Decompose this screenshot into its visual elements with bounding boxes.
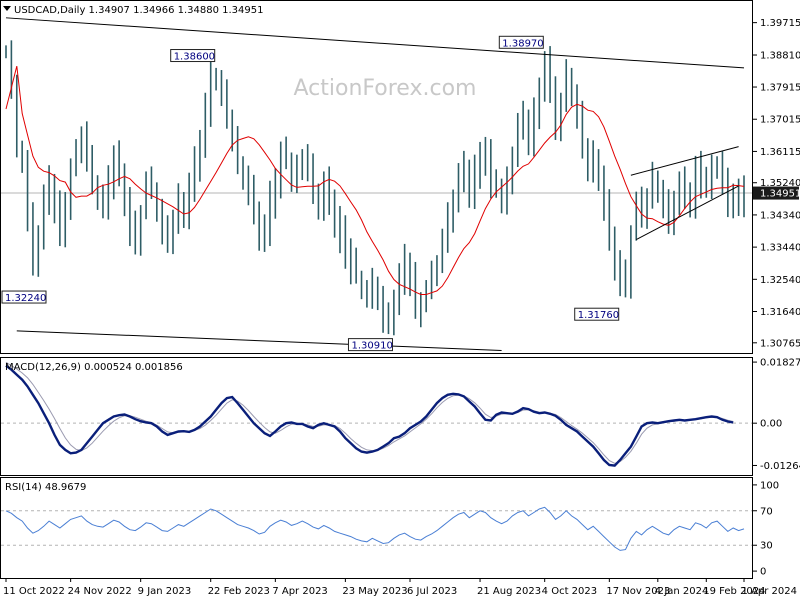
x-tick-label: 4 Jan 2024	[655, 586, 709, 597]
rsi-panel: 100 70 30 0 RSI(14) 48.9679	[1, 478, 780, 579]
price-tick-label: 1.36115	[760, 147, 800, 158]
rsi-tick-label: 0	[760, 567, 766, 578]
price-tick-label: 1.39715	[760, 18, 800, 29]
price-tick-label: 1.37915	[760, 83, 800, 94]
price-annotation-label: 1.30910	[351, 341, 392, 352]
watermark: ActionForex.com	[294, 76, 477, 101]
rsi-tick-label: 30	[760, 541, 773, 552]
macd-panel: 0.018277 0.00 -0.012648 MACD(12,26,9) 0.00…	[1, 358, 800, 476]
price-tick-label: 1.33440	[760, 243, 800, 254]
price-tick-label: 1.30765	[760, 338, 800, 349]
rsi-tick-label: 100	[760, 480, 779, 491]
price-annotation-label: 1.38600	[174, 52, 215, 63]
price-panel: ActionForex.com 1.38600 1.32240 1.38970 1.3…	[1, 1, 800, 354]
price-tick-label: 1.37015	[760, 115, 800, 126]
macd-label: MACD(12,26,9) 0.000524 0.001856	[5, 362, 183, 373]
rsi-tick-label: 70	[760, 506, 773, 517]
x-tick-label: 1 Apr 2024	[742, 586, 797, 597]
macd-tick-label: 0.00	[760, 419, 782, 430]
x-tick-label: 6 Jul 2023	[407, 586, 457, 597]
x-tick-label: 9 Jan 2023	[138, 586, 192, 597]
x-tick-label: 21 Aug 2023	[477, 586, 541, 597]
price-annotation-label: 1.31760	[578, 310, 619, 321]
price-tick-label: 1.31640	[760, 307, 800, 318]
x-tick-label: 23 May 2023	[342, 586, 407, 597]
price-tick-label: 1.34340	[760, 210, 800, 221]
x-tick-label: 11 Oct 2022	[3, 586, 65, 597]
price-tick-label: 1.32540	[760, 275, 800, 286]
x-tick-label: 22 Feb 2023	[208, 586, 270, 597]
current-price-label: 1.34951	[760, 189, 800, 200]
macd-tick-label: -0.012648	[760, 461, 800, 472]
price-annotation-label: 1.32240	[5, 293, 46, 304]
x-tick-label: 7 Apr 2023	[272, 586, 327, 597]
price-tick-label: 1.38810	[760, 51, 800, 62]
x-tick-label: 24 Nov 2022	[68, 586, 132, 597]
rsi-label: RSI(14) 48.9679	[5, 482, 86, 493]
chart-title: USDCAD,Daily 1.34907 1.34966 1.34880 1.3…	[14, 5, 264, 16]
price-annotation-label: 1.38970	[502, 38, 543, 49]
macd-tick-label: 0.018277	[760, 358, 800, 369]
x-tick-label: 4 Oct 2023	[542, 586, 597, 597]
